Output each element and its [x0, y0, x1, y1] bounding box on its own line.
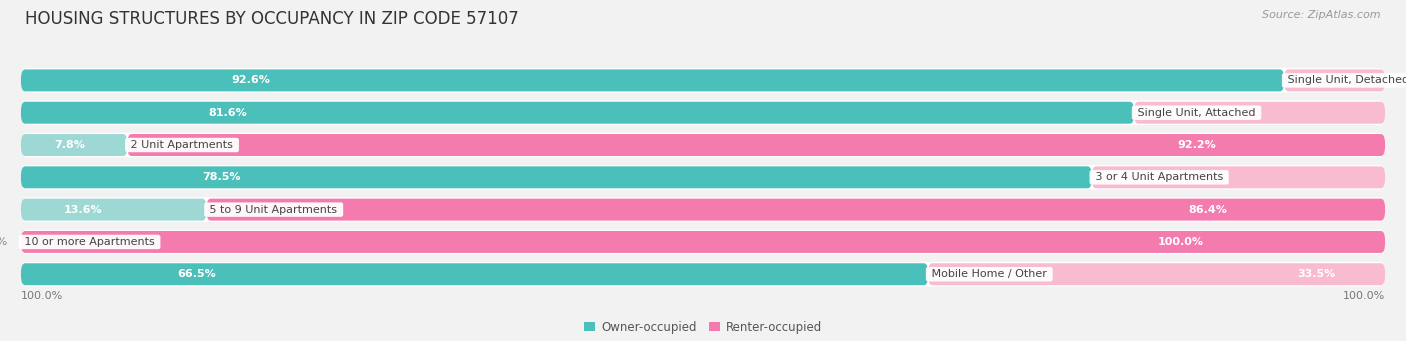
- FancyBboxPatch shape: [21, 262, 1385, 286]
- FancyBboxPatch shape: [128, 134, 1385, 156]
- Text: 10 or more Apartments: 10 or more Apartments: [21, 237, 159, 247]
- Text: 81.6%: 81.6%: [208, 108, 247, 118]
- Text: 100.0%: 100.0%: [21, 291, 63, 301]
- FancyBboxPatch shape: [21, 133, 1385, 157]
- Text: HOUSING STRUCTURES BY OCCUPANCY IN ZIP CODE 57107: HOUSING STRUCTURES BY OCCUPANCY IN ZIP C…: [25, 10, 519, 28]
- FancyBboxPatch shape: [21, 134, 128, 156]
- FancyBboxPatch shape: [21, 199, 207, 221]
- Text: 86.4%: 86.4%: [1189, 205, 1227, 214]
- Text: 3 or 4 Unit Apartments: 3 or 4 Unit Apartments: [1092, 172, 1226, 182]
- Text: 66.5%: 66.5%: [177, 269, 217, 279]
- FancyBboxPatch shape: [207, 199, 1385, 221]
- Text: 33.5%: 33.5%: [1298, 269, 1336, 279]
- Text: 13.6%: 13.6%: [63, 205, 103, 214]
- Text: Single Unit, Attached: Single Unit, Attached: [1135, 108, 1258, 118]
- FancyBboxPatch shape: [1284, 70, 1385, 91]
- Text: 100.0%: 100.0%: [1343, 291, 1385, 301]
- FancyBboxPatch shape: [21, 102, 1135, 124]
- FancyBboxPatch shape: [21, 229, 1385, 254]
- FancyBboxPatch shape: [21, 197, 1385, 222]
- FancyBboxPatch shape: [21, 166, 1092, 188]
- FancyBboxPatch shape: [21, 165, 1385, 190]
- Text: 92.2%: 92.2%: [1177, 140, 1216, 150]
- FancyBboxPatch shape: [1135, 102, 1385, 124]
- FancyBboxPatch shape: [21, 231, 1385, 253]
- Text: Mobile Home / Other: Mobile Home / Other: [928, 269, 1050, 279]
- FancyBboxPatch shape: [928, 263, 1385, 285]
- FancyBboxPatch shape: [21, 70, 1284, 91]
- Legend: Owner-occupied, Renter-occupied: Owner-occupied, Renter-occupied: [579, 316, 827, 338]
- Text: 100.0%: 100.0%: [1157, 237, 1204, 247]
- Text: 2 Unit Apartments: 2 Unit Apartments: [128, 140, 236, 150]
- Text: 92.6%: 92.6%: [231, 75, 270, 85]
- FancyBboxPatch shape: [21, 68, 1385, 93]
- Text: 5 to 9 Unit Apartments: 5 to 9 Unit Apartments: [207, 205, 342, 214]
- FancyBboxPatch shape: [21, 263, 928, 285]
- Text: Single Unit, Detached: Single Unit, Detached: [1284, 75, 1406, 85]
- FancyBboxPatch shape: [21, 101, 1385, 125]
- Text: 78.5%: 78.5%: [202, 172, 240, 182]
- Text: Source: ZipAtlas.com: Source: ZipAtlas.com: [1263, 10, 1381, 20]
- Text: 7.8%: 7.8%: [55, 140, 86, 150]
- FancyBboxPatch shape: [1092, 166, 1385, 188]
- Text: 0.0%: 0.0%: [0, 237, 7, 247]
